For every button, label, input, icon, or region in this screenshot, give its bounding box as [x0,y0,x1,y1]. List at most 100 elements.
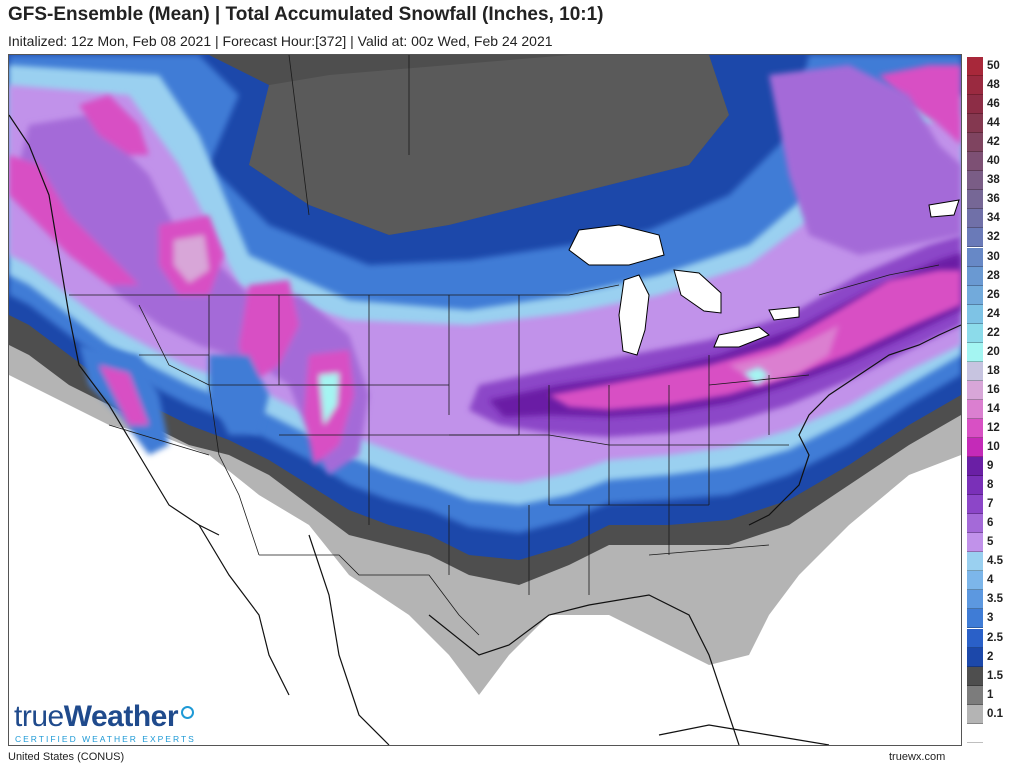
legend-entry: 16 [965,380,1014,401]
legend-entry: 12 [965,418,1014,439]
legend-label: 3.5 [987,593,1003,606]
legend-entry: 34 [965,209,1014,229]
legend-label: 42 [987,136,1000,149]
legend-swatch [967,666,983,686]
legend-entry: 4 [965,571,1014,591]
legend-entry: 32 [965,228,1014,248]
legend-swatch [967,209,983,229]
legend-label: 28 [987,269,1000,282]
legend-entry: 40 [965,152,1014,172]
legend-label: 5 [987,536,994,549]
legend-swatch [967,342,983,362]
legend-entry: 3.5 [965,590,1014,610]
legend-swatch [967,628,983,648]
map-title: GFS-Ensemble (Mean) | Total Accumulated … [8,4,604,25]
legend-entry: 9 [965,457,1014,477]
legend-swatch [967,647,983,667]
great-lakes [568,199,960,356]
legend-label: 1.5 [987,669,1003,682]
legend-entry: 24 [965,304,1014,325]
legend-entry: 1.5 [965,666,1014,687]
legend-swatch [967,247,983,267]
legend-label: 22 [987,326,1000,339]
legend-entry: 14 [965,399,1014,420]
legend-entry: 38 [965,171,1014,191]
legend-entry: 48 [965,76,1014,96]
snow-band-10in [549,270,961,410]
legend-label: 44 [987,117,1000,130]
brand-name: trueWeather [14,700,195,734]
legend-label: 4 [987,574,994,587]
legend-swatch [967,685,983,705]
legend-entry: 0.1 [965,704,1014,725]
northeast-canada-snow [769,65,961,255]
legend-entry: 26 [965,285,1014,306]
legend-label: 2.5 [987,631,1003,644]
brand-tagline: CERTIFIED WEATHER EXPERTS [15,734,196,744]
legend-swatch [967,361,983,381]
legend-swatch [967,514,983,534]
legend-label: 36 [987,193,1000,206]
legend-entry: 44 [965,114,1014,134]
legend-entry: 42 [965,133,1014,153]
legend-swatch [967,57,983,76]
legend-label: 38 [987,174,1000,187]
legend-label: 10 [987,441,1000,453]
snow-band-20in [744,367,769,385]
legend-swatch [967,152,983,172]
legend-label: 16 [987,383,1000,396]
legend-label: 20 [987,345,1000,358]
legend-swatch [967,266,983,286]
legend-swatch [967,228,983,248]
snowfall-map [8,54,962,746]
legend-swatch [967,609,983,629]
legend-label: 1 [987,688,994,701]
legend-swatch [967,723,983,743]
legend-entry: 2 [965,647,1014,668]
legend-swatch [967,323,983,343]
legend-label: 46 [987,98,1000,111]
legend-label: 40 [987,155,1000,168]
legend-label: 0.1 [987,707,1003,720]
legend-entry: 1 [965,685,1014,706]
region-label: United States (CONUS) [8,751,125,763]
legend-label: 48 [987,79,1000,92]
legend-label: 34 [987,212,1000,225]
legend-label: 9 [987,460,994,473]
legend-swatch [967,304,983,324]
coastlines [9,114,961,745]
legend-swatch [967,438,983,457]
legend-entry: 6 [965,514,1014,534]
legend-label: 2 [987,650,994,663]
legend-entry: 18 [965,361,1014,382]
legend-swatch [967,76,983,96]
legend-label: 32 [987,231,1000,244]
legend-swatch [967,590,983,610]
legend-entry: 36 [965,190,1014,210]
legend-swatch [967,571,983,591]
legend-entry: 5 [965,533,1014,553]
map-subtitle: Initalized: 12z Mon, Feb 08 2021 | Forec… [8,33,553,49]
legend-label: 8 [987,479,994,492]
legend-swatch [967,95,983,115]
canada-low-snow [209,55,729,235]
legend-entry: 50 [965,57,1014,77]
legend-entry: 10 [965,438,1014,458]
snowfall-legend: 50 48 46 44 42 40 38 36 34 32 30 28 26 24 22 20 18 16 14 12… [965,57,1014,743]
legend-entry: 28 [965,266,1014,287]
legend-label: 3 [987,612,994,625]
legend-label: 14 [987,402,1000,415]
site-link[interactable]: truewx.com [889,751,946,763]
legend-swatch [967,418,983,438]
trueweather-logo: trueWeather CERTIFIED WEATHER EXPERTS [14,700,234,748]
legend-entry: 3 [965,609,1014,629]
legend-swatch [967,190,983,210]
legend-swatch [967,285,983,305]
legend-entry [965,723,1014,744]
political-borders [69,55,940,636]
legend-entry: 7 [965,495,1014,515]
quebec-heavy-snow [879,65,961,145]
legend-swatch [967,380,983,400]
legend-label: 24 [987,307,1000,320]
legend-label: 6 [987,517,994,530]
